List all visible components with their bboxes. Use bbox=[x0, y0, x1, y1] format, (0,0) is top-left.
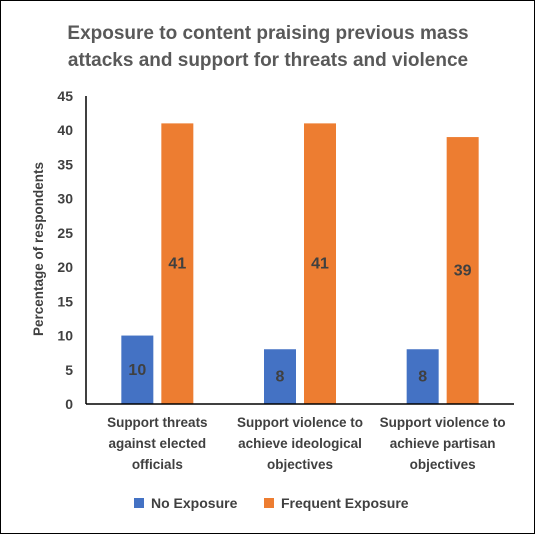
legend-label: No Exposure bbox=[151, 495, 238, 511]
axis-lines bbox=[85, 96, 514, 405]
y-tick-label: 10 bbox=[57, 328, 73, 344]
bar-no-exposure bbox=[406, 349, 439, 404]
y-axis-title: Percentage of respondents bbox=[31, 162, 46, 336]
bars: 10 41 8 41 8 39 bbox=[121, 123, 479, 405]
y-tick-label: 0 bbox=[65, 396, 73, 412]
category-label-line: achieve partisan bbox=[390, 436, 496, 451]
category-label: Support violence to achieve partisan objec… bbox=[380, 415, 506, 472]
legend-label: Frequent Exposure bbox=[281, 495, 409, 511]
category-label-line: officials bbox=[132, 457, 183, 472]
chart-title: Exposure to content praising previous ma… bbox=[67, 23, 468, 71]
chart-title-line-1: Exposure to content praising previous ma… bbox=[67, 23, 468, 44]
data-label: 10 bbox=[128, 362, 146, 379]
bar-no-exposure bbox=[264, 349, 296, 404]
y-tick-label: 20 bbox=[57, 259, 73, 275]
category-label-line: objectives bbox=[410, 457, 476, 472]
data-label: 39 bbox=[454, 263, 472, 280]
y-tick-label: 25 bbox=[57, 225, 73, 241]
y-tick-label: 30 bbox=[57, 191, 73, 207]
category-label-line: achieve ideological bbox=[238, 436, 362, 451]
category-label: Support threats against elected officials bbox=[107, 415, 208, 472]
data-label: 8 bbox=[418, 369, 427, 386]
bar-frequent-exposure bbox=[161, 123, 194, 404]
category-label-line: against elected bbox=[109, 436, 207, 451]
y-tick-label: 5 bbox=[65, 362, 73, 378]
y-tick-label: 40 bbox=[57, 122, 73, 138]
category-label-line: Support threats bbox=[107, 415, 208, 430]
y-tick-label: 15 bbox=[57, 293, 73, 309]
legend: No Exposure Frequent Exposure bbox=[134, 495, 409, 511]
category-label-line: Support violence to bbox=[380, 415, 506, 430]
bar-no-exposure bbox=[121, 335, 154, 404]
y-tick-label: 45 bbox=[57, 88, 73, 104]
chart-title-line-2: attacks and support for threats and viol… bbox=[68, 50, 468, 71]
data-label: 8 bbox=[276, 369, 285, 386]
data-label: 41 bbox=[168, 256, 186, 273]
y-axis-ticks: 0 5 10 15 20 25 30 35 40 45 bbox=[57, 88, 73, 412]
y-tick-label: 35 bbox=[57, 156, 73, 172]
data-label: 41 bbox=[311, 256, 329, 273]
category-labels: Support threats against elected officialsS… bbox=[107, 415, 506, 472]
bar-frequent-exposure bbox=[304, 123, 336, 404]
category-label-line: objectives bbox=[267, 457, 333, 472]
category-label-line: Support violence to bbox=[237, 415, 363, 430]
bar-frequent-exposure bbox=[446, 137, 479, 405]
category-label: Support violence to achieve ideological ob… bbox=[237, 415, 363, 472]
legend-swatch bbox=[134, 498, 144, 508]
legend-swatch bbox=[264, 498, 274, 508]
